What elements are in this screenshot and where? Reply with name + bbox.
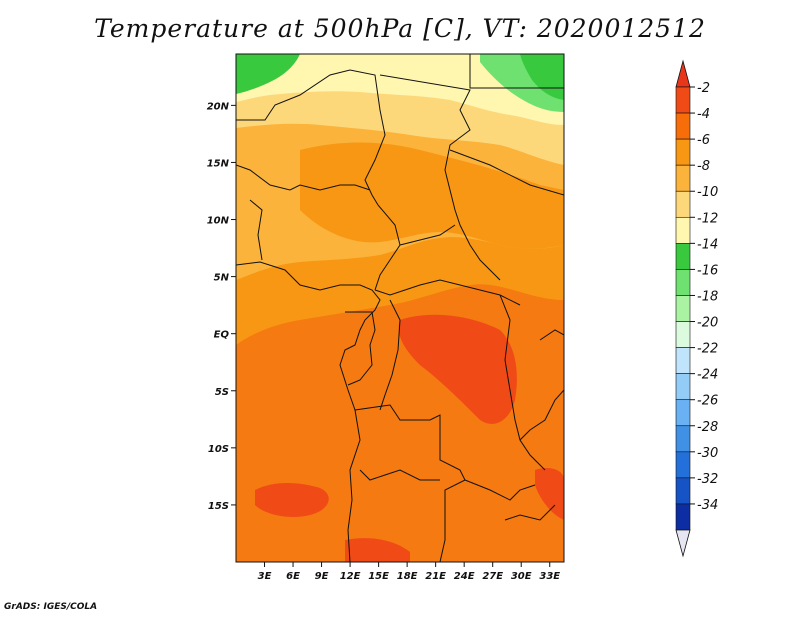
lon-tick-label: 9E	[315, 571, 329, 582]
border-17	[249, 199, 263, 261]
colorbar-swatch	[675, 138, 691, 166]
field-green-nw	[236, 54, 300, 94]
colorbar-label: -18	[697, 289, 718, 304]
lon-tick-label: 24E	[454, 571, 475, 582]
lon-axis: 3E 6E 9E 12E 15E 18E 21E 24E 27E 30E 33E	[258, 562, 560, 582]
lon-tick-label: 30E	[511, 571, 532, 582]
colorbar-swatch	[675, 164, 691, 192]
lat-tick-label: 15N	[207, 158, 230, 169]
colorbar-swatch	[675, 86, 691, 114]
field-band-minus12	[236, 54, 564, 125]
border-4	[236, 164, 371, 191]
lat-tick-label: 20N	[207, 101, 230, 112]
colorbar-swatch	[675, 399, 691, 427]
colorbar-label: -30	[697, 446, 718, 461]
border-9	[379, 299, 401, 411]
map-title: Temperature at 500hPa [C], VT: 202001251…	[94, 14, 706, 43]
lat-tick-label: 15S	[208, 501, 229, 512]
colorbar-label: -20	[697, 316, 718, 331]
colorbar-top-arrow	[675, 59, 691, 88]
colorbar-label: -2	[697, 81, 710, 96]
colorbar-label: -8	[697, 159, 710, 174]
colorbar-label: -26	[697, 394, 718, 409]
border-3	[469, 54, 564, 89]
colorbar-swatch	[675, 112, 691, 140]
political-borders	[236, 54, 564, 562]
colorbar: -2 -4 -6 -8 -10 -12 -14 -16 -18 -20 -22 -24 -26 -28 -3…	[675, 59, 718, 558]
border-6	[399, 224, 456, 246]
colorbar-swatch	[675, 451, 691, 479]
lat-axis: 20N 15N 10N 5N EQ 5S 10S 15S	[207, 101, 236, 512]
colorbar-label: -28	[697, 420, 718, 435]
colorbar-swatch	[675, 216, 691, 244]
colorbar-label: -14	[697, 237, 718, 252]
colorbar-swatch	[675, 347, 691, 374]
colorbar-swatch	[675, 477, 691, 505]
colorbar-swatch	[675, 373, 691, 401]
field-orange-patch	[300, 142, 564, 249]
colorbar-label: -32	[697, 472, 718, 487]
colorbar-label: -34	[697, 498, 718, 513]
colorbar-swatch	[675, 503, 691, 531]
lon-tick-label: 3E	[258, 571, 272, 582]
colorbar-swatch	[675, 190, 691, 218]
colorbar-swatch	[675, 243, 691, 270]
colorbar-swatch	[675, 269, 691, 296]
field-warm-sw	[255, 483, 329, 517]
field-warm-south	[345, 538, 410, 562]
lat-tick-label: 5S	[215, 387, 229, 398]
colorbar-label: -10	[697, 185, 718, 200]
lat-tick-label: 10S	[208, 444, 229, 455]
field-warm-congo	[398, 314, 517, 424]
colorbar-label: -16	[697, 263, 718, 278]
border-2	[379, 74, 501, 281]
map-frame	[235, 53, 565, 563]
colorbar-swatch	[675, 295, 691, 322]
colorbar-swatch	[675, 425, 691, 453]
border-12	[359, 469, 440, 481]
border-14	[519, 389, 564, 441]
lon-tick-label: 15E	[368, 571, 389, 582]
colorbar-swatch	[675, 321, 691, 348]
lon-tick-label: 12E	[340, 571, 361, 582]
grads-credit: GrADS: IGES/COLA	[4, 602, 98, 612]
border-1	[236, 69, 386, 206]
coastline-atlantic	[236, 261, 381, 562]
colorbar-bottom-arrow	[675, 529, 691, 558]
lat-tick-label: 10N	[207, 216, 230, 227]
lon-tick-label: 6E	[286, 571, 300, 582]
colorbar-label: -4	[697, 107, 710, 122]
border-18	[449, 149, 564, 196]
border-10	[499, 294, 546, 471]
field-warm-se	[535, 468, 564, 520]
lat-tick-label: EQ	[214, 330, 230, 341]
lat-tick-label: 5N	[214, 273, 230, 284]
colorbar-label: -6	[697, 133, 710, 148]
border-16	[504, 504, 556, 521]
border-7	[374, 279, 521, 306]
temperature-field	[236, 54, 564, 562]
lon-tick-label: 27E	[482, 571, 503, 582]
border-13	[464, 479, 536, 501]
border-15	[539, 329, 564, 341]
lon-tick-label: 18E	[397, 571, 418, 582]
border-5	[374, 204, 401, 291]
lon-tick-label: 33E	[539, 571, 560, 582]
border-11	[354, 404, 466, 562]
colorbar-label: -22	[697, 342, 718, 357]
border-8	[345, 311, 376, 386]
colorbar-label: -24	[697, 368, 718, 383]
lon-tick-label: 21E	[425, 571, 446, 582]
colorbar-label: -12	[697, 211, 718, 226]
